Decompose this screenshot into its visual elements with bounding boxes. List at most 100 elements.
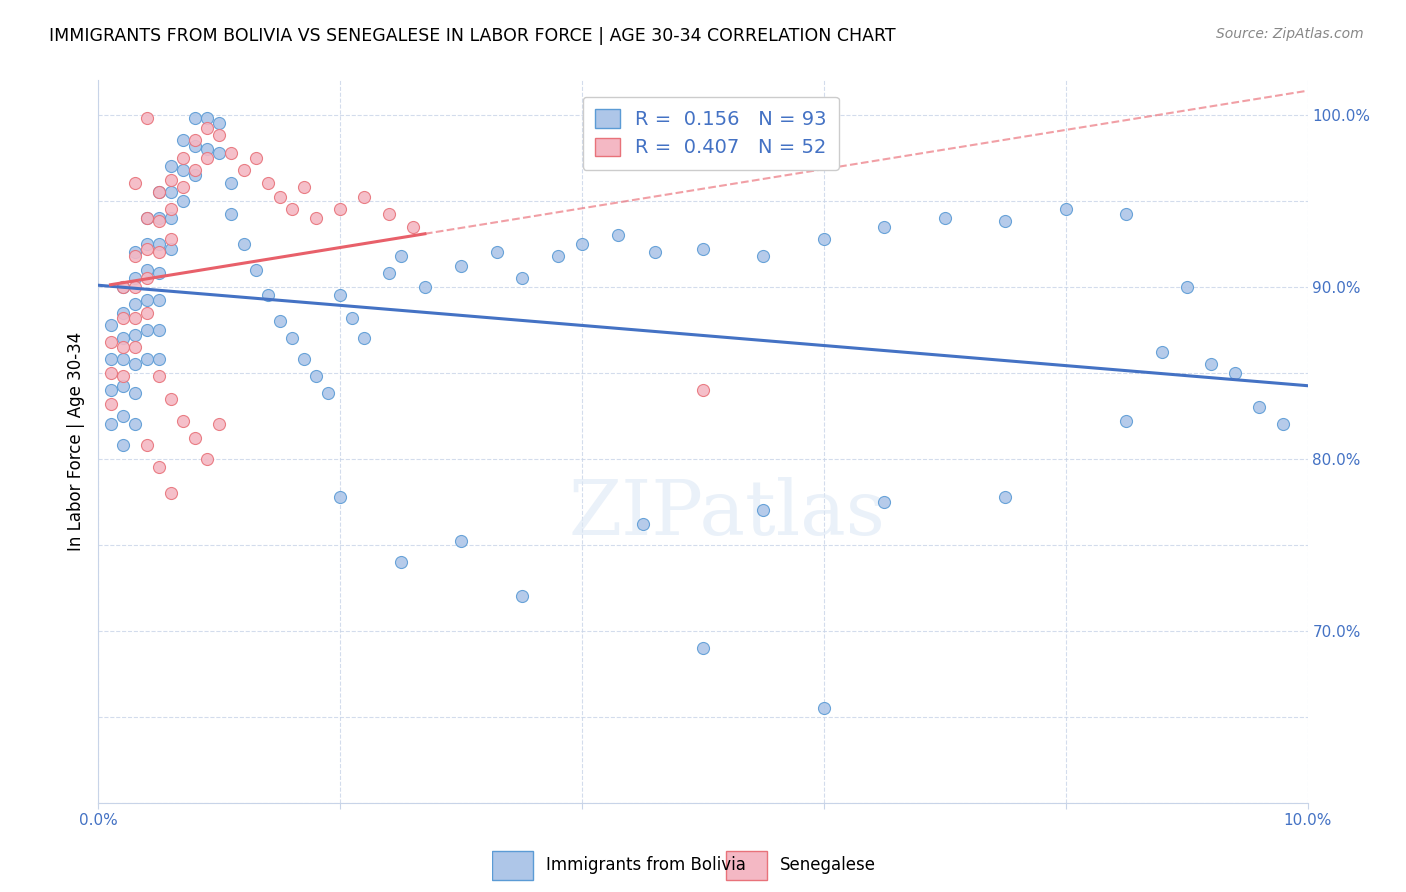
Legend: R =  0.156   N = 93, R =  0.407   N = 52: R = 0.156 N = 93, R = 0.407 N = 52 [582, 96, 839, 169]
Point [124, 340, 146, 354]
Point [135, 262, 157, 277]
Point [135, 323, 157, 337]
Point [172, 134, 194, 148]
Point [208, 145, 231, 160]
Point [353, 331, 375, 345]
Point [1199, 357, 1222, 371]
Point [1175, 279, 1198, 293]
Point [111, 331, 134, 345]
Point [184, 134, 207, 148]
Point [111, 379, 134, 393]
Point [450, 259, 472, 273]
Point [160, 202, 183, 217]
Point [111, 351, 134, 366]
Point [1152, 345, 1174, 359]
Point [111, 305, 134, 319]
Point [389, 249, 412, 263]
Point [184, 431, 207, 445]
Point [316, 386, 339, 401]
Point [232, 236, 254, 251]
Point [111, 310, 134, 325]
Point [353, 190, 375, 204]
Point [292, 351, 315, 366]
Point [172, 414, 194, 428]
Point [148, 460, 170, 475]
Point [221, 145, 243, 160]
Point [124, 177, 146, 191]
Point [100, 383, 122, 397]
Point [1054, 202, 1077, 217]
Point [607, 228, 630, 243]
Point [195, 111, 218, 125]
Point [111, 340, 134, 354]
Point [148, 369, 170, 384]
Point [692, 640, 714, 655]
Point [124, 245, 146, 260]
Point [281, 202, 304, 217]
Text: Senegalese: Senegalese [780, 856, 876, 874]
Point [172, 194, 194, 208]
Point [111, 438, 134, 452]
Point [377, 266, 399, 280]
Point [124, 327, 146, 342]
Point [135, 293, 157, 308]
Point [644, 245, 666, 260]
Point [160, 486, 183, 500]
Point [692, 242, 714, 256]
Point [111, 369, 134, 384]
Point [1272, 417, 1295, 432]
FancyBboxPatch shape [492, 851, 533, 880]
Point [510, 590, 533, 604]
Point [547, 249, 569, 263]
Point [413, 279, 436, 293]
Point [148, 245, 170, 260]
Point [148, 214, 170, 228]
Point [269, 190, 291, 204]
Point [160, 159, 183, 173]
Point [994, 214, 1017, 228]
Point [148, 211, 170, 225]
Point [100, 417, 122, 432]
Point [148, 236, 170, 251]
Point [124, 279, 146, 293]
Point [148, 293, 170, 308]
Point [184, 111, 207, 125]
Point [195, 142, 218, 156]
Text: ZIPatlas: ZIPatlas [569, 477, 886, 550]
Text: Source: ZipAtlas.com: Source: ZipAtlas.com [1216, 27, 1364, 41]
Point [124, 310, 146, 325]
Point [1115, 414, 1137, 428]
Point [813, 701, 835, 715]
Point [124, 386, 146, 401]
Point [160, 185, 183, 199]
Point [752, 503, 775, 517]
Point [135, 271, 157, 285]
FancyBboxPatch shape [725, 851, 766, 880]
Point [813, 231, 835, 245]
Point [135, 211, 157, 225]
Point [135, 305, 157, 319]
Point [124, 297, 146, 311]
Point [184, 138, 207, 153]
Point [160, 211, 183, 225]
Point [100, 351, 122, 366]
Point [160, 242, 183, 256]
Point [135, 111, 157, 125]
Point [195, 451, 218, 466]
Point [245, 262, 267, 277]
Point [148, 185, 170, 199]
Point [571, 236, 593, 251]
Point [135, 211, 157, 225]
Point [135, 438, 157, 452]
Point [124, 249, 146, 263]
Point [329, 202, 352, 217]
Point [1115, 207, 1137, 221]
Point [148, 351, 170, 366]
Point [221, 207, 243, 221]
Point [135, 242, 157, 256]
Point [245, 151, 267, 165]
Point [100, 318, 122, 332]
Point [160, 392, 183, 406]
Point [402, 219, 425, 234]
Point [195, 121, 218, 136]
